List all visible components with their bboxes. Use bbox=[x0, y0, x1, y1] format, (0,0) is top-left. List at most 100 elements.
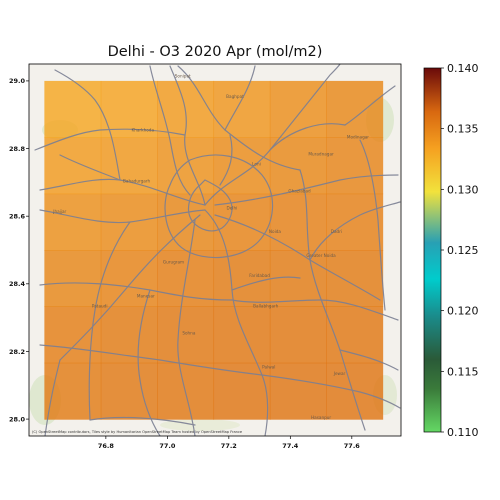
x-tick-label: 77.0 bbox=[159, 442, 176, 450]
road bbox=[359, 139, 386, 311]
road bbox=[224, 65, 256, 131]
place-label: Loni bbox=[252, 161, 261, 166]
road-network bbox=[34, 64, 401, 436]
x-axis-ticks: 76.8 77.0 77.2 77.4 77.6 bbox=[98, 436, 360, 450]
field-cell bbox=[269, 250, 327, 307]
road bbox=[89, 416, 196, 426]
road bbox=[231, 276, 301, 291]
colorbar-gradient bbox=[423, 67, 442, 433]
road bbox=[88, 221, 131, 421]
place-label: Manesar bbox=[137, 293, 155, 298]
field-cell bbox=[44, 362, 102, 420]
place-label: Sohna bbox=[182, 331, 196, 336]
colorbar: 0.140 0.135 0.130 0.125 0.120 0.115 0.110 bbox=[423, 62, 479, 439]
road bbox=[214, 174, 399, 206]
field-cell bbox=[269, 306, 327, 364]
place-label: Pataudi bbox=[92, 303, 108, 308]
place-label: Dadri bbox=[331, 229, 342, 234]
field-cell bbox=[157, 137, 215, 195]
road bbox=[44, 359, 61, 436]
field-cell bbox=[44, 137, 102, 195]
y-tick-label: 28.6 bbox=[9, 212, 26, 220]
field-cell bbox=[44, 80, 102, 138]
colorbar-ticks: 0.140 0.135 0.130 0.125 0.120 0.115 0.110 bbox=[441, 62, 479, 439]
y-tick-label: 29.0 bbox=[9, 77, 26, 85]
colorbar-tick-label: 0.125 bbox=[447, 244, 479, 257]
field-cell bbox=[44, 250, 102, 307]
y-tick-label: 28.4 bbox=[9, 280, 26, 288]
field-cell bbox=[100, 306, 158, 364]
chart-title: Delhi - O3 2020 Apr (mol/m2) bbox=[107, 44, 323, 60]
x-tick-label: 77.2 bbox=[221, 442, 237, 450]
y-axis-ticks: 29.0 28.8 28.6 28.4 28.2 28.0 bbox=[9, 77, 29, 423]
field-cell bbox=[326, 80, 384, 138]
road bbox=[59, 214, 201, 361]
field-cell bbox=[213, 362, 271, 420]
place-label: Sonipat bbox=[175, 74, 191, 79]
y-tick-label: 28.2 bbox=[9, 348, 25, 356]
field-cell bbox=[213, 80, 271, 138]
road bbox=[204, 209, 269, 436]
road bbox=[219, 134, 233, 186]
field-cell bbox=[213, 137, 271, 195]
road bbox=[177, 219, 196, 436]
field-cell bbox=[157, 306, 215, 364]
road bbox=[34, 128, 186, 151]
road bbox=[231, 299, 399, 321]
road bbox=[59, 154, 121, 181]
place-label: Noida bbox=[269, 229, 282, 234]
place-label: Bahadurgarh bbox=[123, 178, 150, 183]
field-cell bbox=[100, 80, 158, 138]
place-label: Jhajjar bbox=[52, 209, 66, 214]
field-cell bbox=[44, 193, 102, 251]
road bbox=[54, 69, 121, 181]
x-tick-label: 77.6 bbox=[344, 442, 361, 450]
place-label: Jewar bbox=[333, 371, 346, 376]
y-tick-label: 28.8 bbox=[9, 145, 26, 153]
place-label: Delhi bbox=[227, 205, 238, 210]
x-tick-label: 76.8 bbox=[98, 442, 115, 450]
field-cell bbox=[100, 362, 158, 420]
basemap-place-labels: Sonipat Kharkhoda Bahadurgarh Delhi Ghaziaba… bbox=[52, 74, 369, 421]
road bbox=[344, 85, 396, 126]
place-label: Ghaziabad bbox=[288, 189, 311, 194]
field-cell bbox=[326, 137, 384, 195]
axes-frame bbox=[28, 63, 402, 437]
field-cell bbox=[100, 137, 158, 195]
place-label: Palwal bbox=[262, 364, 275, 369]
colorbar-tick-label: 0.115 bbox=[447, 365, 479, 378]
field-cell bbox=[44, 306, 102, 364]
place-label: Baghpat bbox=[226, 94, 244, 99]
road bbox=[309, 201, 401, 261]
road bbox=[39, 344, 263, 376]
road bbox=[149, 65, 191, 196]
road bbox=[339, 349, 399, 371]
field-cell bbox=[213, 306, 271, 364]
field-cell bbox=[326, 250, 384, 307]
place-label: Hasanpur bbox=[311, 415, 331, 420]
y-tick-label: 28.0 bbox=[9, 415, 26, 423]
ozone-field bbox=[44, 80, 384, 420]
place-label: Kharkhoda bbox=[131, 128, 154, 133]
x-tick-label: 77.4 bbox=[282, 442, 299, 450]
colorbar-tick-label: 0.110 bbox=[447, 426, 479, 439]
field-cell bbox=[213, 193, 271, 251]
map-attribution: (C) OpenStreetMap contributors, Tiles st… bbox=[32, 430, 243, 434]
ring-road bbox=[187, 179, 233, 232]
colorbar-tick-label: 0.120 bbox=[447, 305, 479, 318]
place-label: Greater Noida bbox=[306, 253, 336, 258]
road bbox=[261, 374, 401, 409]
field-cell bbox=[269, 193, 327, 251]
place-label: Muradnagar bbox=[308, 151, 334, 156]
map-axes[interactable]: Sonipat Kharkhoda Bahadurgarh Delhi Ghaziaba… bbox=[9, 63, 402, 450]
colorbar-tick-label: 0.130 bbox=[447, 183, 479, 196]
place-label: Faridabad bbox=[249, 273, 270, 278]
field-cell bbox=[269, 362, 327, 420]
field-cell bbox=[326, 193, 384, 251]
colorbar-tick-label: 0.135 bbox=[447, 123, 479, 136]
place-label: Modinagar bbox=[347, 134, 369, 139]
ring-road-outer bbox=[164, 154, 274, 259]
place-label: Gurugram bbox=[163, 260, 184, 265]
road bbox=[269, 64, 341, 151]
